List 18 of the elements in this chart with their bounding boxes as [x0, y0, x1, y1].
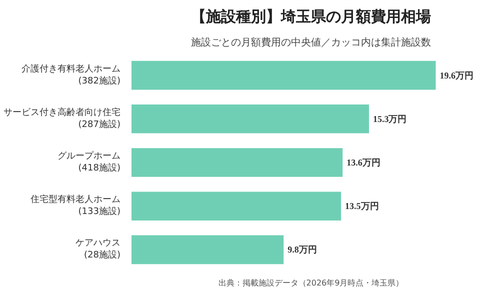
data-label: 9.8万円: [288, 244, 317, 255]
y-tick-label: サービス付き高齢者向け住宅 (287施設): [4, 106, 120, 130]
bar: [132, 148, 343, 177]
data-label: 15.3万円: [372, 114, 407, 124]
y-tick-label: ケアハウス (28施設): [76, 238, 121, 261]
source-note: 出典：掲載施設データ（2026年9月時点・埼玉県）: [218, 278, 404, 288]
bar: [132, 192, 342, 220]
chart-title: 【施設種別】埼玉県の月額費用相場: [191, 8, 431, 26]
y-tick-label: 介護付き有料老人ホーム (382施設): [22, 63, 120, 86]
data-label: 19.6万円: [440, 70, 474, 80]
data-label: 13.6万円: [346, 158, 380, 168]
data-label: 13.5万円: [345, 201, 379, 212]
y-tick-label: 住宅型有料老人ホーム (133施設): [30, 194, 120, 218]
bar: [132, 235, 284, 264]
bar: [132, 104, 369, 134]
chart-subtitle: 施設ごとの月額費用の中央値／カッコ内は集計施設数: [191, 36, 431, 48]
y-tick-label: グループホーム (418施設): [58, 150, 120, 174]
bar: [132, 60, 436, 90]
